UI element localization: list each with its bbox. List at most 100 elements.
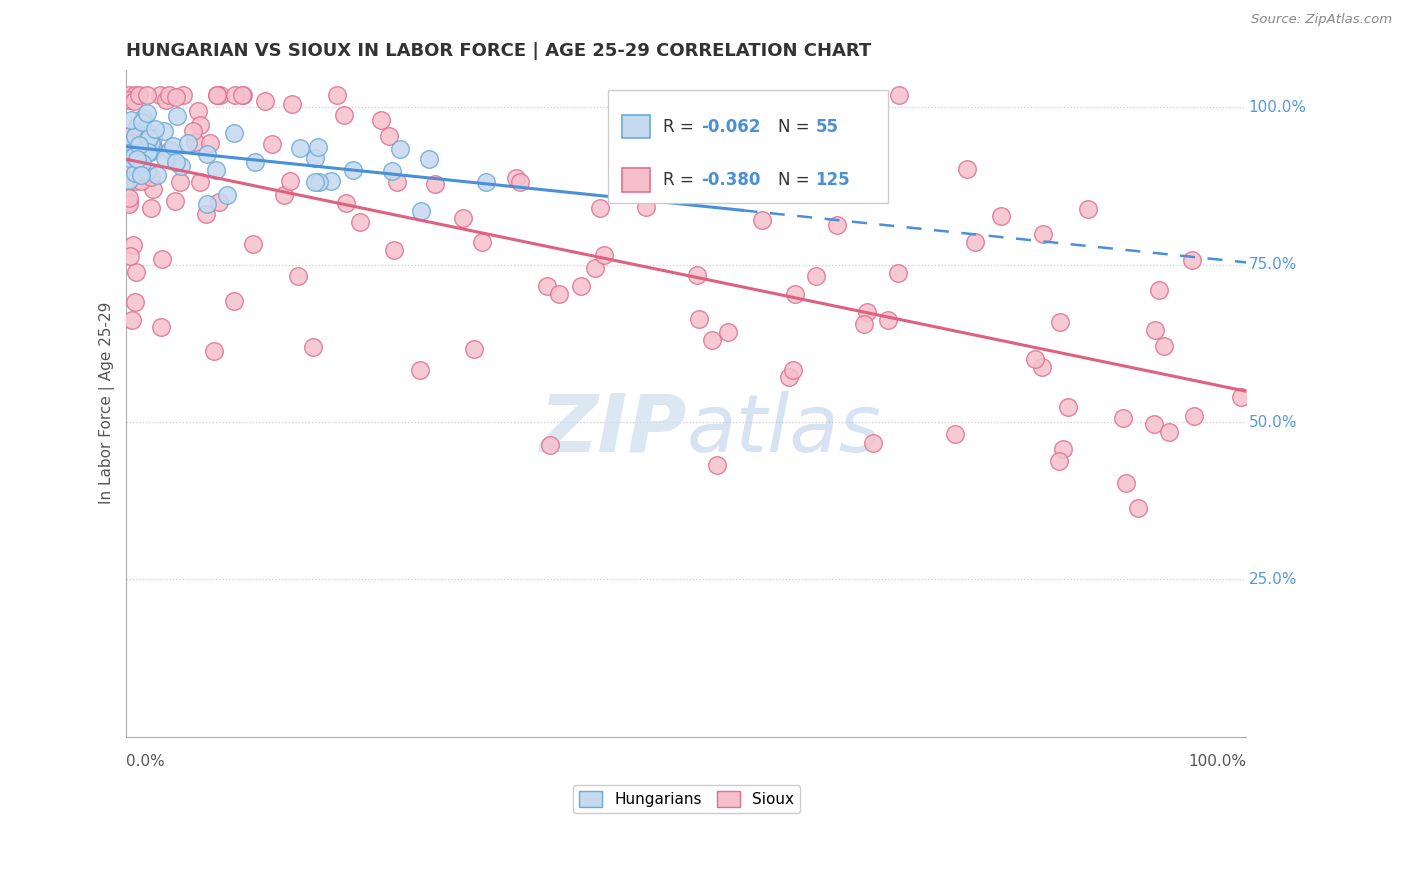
Point — [166, 110, 188, 124]
Point — [231, 87, 253, 102]
Point — [1153, 339, 1175, 353]
Point — [509, 175, 531, 189]
Point — [1128, 500, 1150, 515]
Point — [1182, 409, 1205, 424]
Point — [1047, 454, 1070, 468]
Point — [127, 163, 149, 178]
Point — [308, 175, 330, 189]
Point — [717, 325, 740, 339]
FancyBboxPatch shape — [621, 115, 650, 138]
Text: atlas: atlas — [686, 391, 882, 469]
Point — [118, 87, 141, 102]
Point — [195, 197, 218, 211]
Text: 100.0%: 100.0% — [1249, 100, 1306, 115]
Point — [202, 343, 225, 358]
Point — [886, 266, 908, 280]
Point — [165, 154, 187, 169]
Point — [853, 318, 876, 332]
Point — [453, 211, 475, 225]
Point — [222, 126, 245, 140]
Point — [118, 143, 141, 157]
Point — [198, 136, 221, 150]
Point — [326, 87, 349, 102]
Point — [382, 243, 405, 257]
Point — [688, 312, 710, 326]
Point — [224, 87, 246, 102]
Point — [205, 87, 228, 102]
Point — [135, 164, 157, 178]
Point — [131, 156, 153, 170]
Point — [157, 87, 180, 102]
Point — [141, 136, 163, 150]
Point — [138, 130, 160, 145]
Point — [243, 155, 266, 169]
Point — [1115, 476, 1137, 491]
Point — [124, 129, 146, 144]
Point — [150, 252, 173, 267]
Point — [205, 87, 228, 102]
Point — [142, 131, 165, 145]
Text: N =: N = — [779, 171, 815, 189]
Point — [349, 214, 371, 228]
Point — [162, 139, 184, 153]
Point — [423, 177, 446, 191]
Point — [1181, 253, 1204, 268]
Text: 100.0%: 100.0% — [1188, 754, 1247, 769]
Point — [143, 122, 166, 136]
Point — [877, 313, 900, 327]
Point — [121, 313, 143, 327]
FancyBboxPatch shape — [607, 90, 889, 203]
Point — [1032, 227, 1054, 242]
Point — [1077, 202, 1099, 216]
Point — [128, 87, 150, 102]
Point — [636, 200, 658, 214]
Point — [118, 248, 141, 262]
Point — [287, 268, 309, 283]
Point — [990, 209, 1012, 223]
Point — [129, 159, 152, 173]
Text: -0.062: -0.062 — [702, 118, 761, 136]
Text: Source: ZipAtlas.com: Source: ZipAtlas.com — [1251, 13, 1392, 27]
Point — [232, 87, 254, 102]
FancyBboxPatch shape — [621, 169, 650, 192]
Text: R =: R = — [664, 118, 699, 136]
Point — [778, 369, 800, 384]
Point — [118, 93, 141, 107]
Point — [129, 169, 152, 183]
Point — [1024, 351, 1046, 366]
Point — [125, 119, 148, 133]
Point — [385, 175, 408, 189]
Point — [124, 87, 146, 102]
Point — [1143, 417, 1166, 431]
Point — [139, 128, 162, 142]
Point — [141, 169, 163, 184]
Point — [135, 145, 157, 160]
Point — [475, 175, 498, 189]
Text: 50.0%: 50.0% — [1249, 415, 1298, 430]
Point — [172, 87, 194, 102]
Point — [118, 197, 141, 211]
Point — [332, 108, 354, 122]
Point — [1031, 359, 1053, 374]
Text: 25.0%: 25.0% — [1249, 572, 1298, 587]
Point — [118, 137, 141, 152]
Point — [170, 159, 193, 173]
Point — [288, 141, 311, 155]
Point — [1229, 390, 1251, 404]
Point — [409, 203, 432, 218]
Point — [131, 115, 153, 129]
Point — [125, 265, 148, 279]
Point — [149, 320, 172, 334]
Point — [378, 128, 401, 143]
Point — [536, 278, 558, 293]
Text: ZIP: ZIP — [538, 391, 686, 469]
Point — [135, 139, 157, 153]
Point — [281, 97, 304, 112]
Point — [301, 340, 323, 354]
Point — [1144, 322, 1167, 336]
Point — [181, 123, 204, 137]
Point — [380, 163, 402, 178]
Point — [592, 247, 614, 261]
Point — [205, 162, 228, 177]
Point — [134, 146, 156, 161]
